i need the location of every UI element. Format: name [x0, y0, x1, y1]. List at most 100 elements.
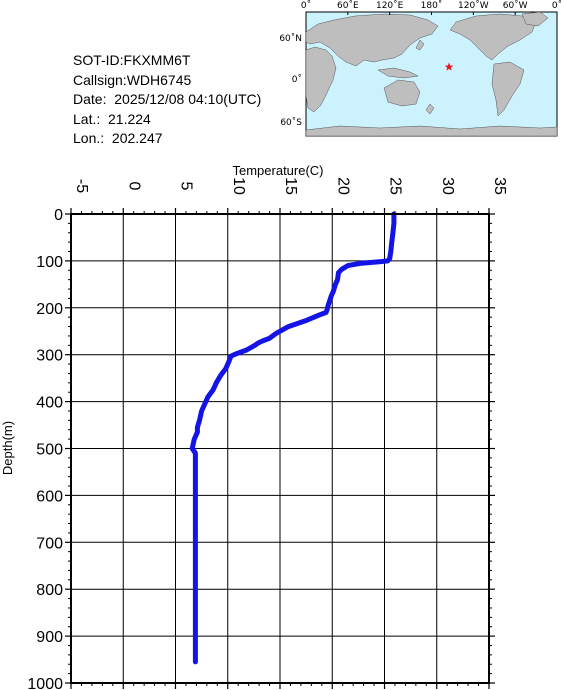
profile-point — [244, 347, 249, 353]
profile-point — [223, 366, 228, 371]
profile-point — [336, 270, 341, 275]
profile-point — [218, 373, 223, 379]
y-tick-label: 100 — [36, 254, 63, 271]
x-tick-label: 35 — [491, 177, 508, 195]
sot-id-label: SOT-ID:FKXMM6T — [73, 52, 191, 68]
profile-point — [193, 450, 198, 456]
y-tick-label: 200 — [36, 301, 63, 318]
y-tick-label: 400 — [36, 395, 63, 412]
africa-land — [305, 46, 337, 113]
profile-point — [267, 336, 272, 341]
profile-series — [189, 211, 397, 665]
profile-point — [202, 401, 207, 407]
profile-point — [197, 418, 202, 423]
profile-point — [226, 359, 231, 364]
y-tick-label: 600 — [36, 488, 63, 505]
north-america-land — [449, 13, 537, 61]
profile-point — [385, 258, 390, 264]
profile-point — [335, 277, 340, 282]
profile-point — [195, 425, 200, 430]
map-lon-label: 120˚W — [458, 0, 489, 11]
profile-point — [302, 318, 308, 324]
map-lon-label: 120˚E — [376, 0, 404, 11]
profile-point — [193, 469, 198, 475]
profile-point — [255, 340, 261, 346]
profile-point — [195, 429, 200, 435]
x-tick-label: 30 — [439, 177, 456, 195]
y-tick-label: 0 — [54, 207, 63, 224]
greenland-land — [521, 11, 549, 27]
profile-point — [323, 310, 329, 315]
profile-point — [317, 312, 322, 318]
plot-frame — [70, 213, 490, 684]
y-tick-label: 1000 — [27, 676, 63, 690]
new-zealand-land — [425, 103, 435, 115]
x-tick-label: 25 — [387, 177, 404, 195]
x-tick-label: -5 — [73, 179, 90, 193]
profile-point — [199, 408, 204, 414]
y-tick-label: 900 — [36, 629, 63, 646]
map-lon-label: 0˚ — [301, 0, 311, 11]
profile-point — [193, 563, 198, 568]
latitude-label: Lat.: 21.224 — [73, 110, 151, 127]
profile-point — [193, 643, 198, 648]
profile-point — [389, 239, 395, 245]
map-lon-label: 180˚ — [421, 0, 443, 11]
longitude-label: Lon.: 202.247 — [73, 130, 163, 146]
profile-point — [329, 293, 334, 299]
x-tick-label: 5 — [178, 182, 195, 191]
map-land — [305, 11, 558, 137]
profile-point — [233, 351, 239, 356]
profile-point — [228, 353, 234, 359]
japan-land — [415, 39, 425, 51]
callsign-label: Callsign:WDH6745 — [73, 71, 192, 88]
profile-point — [345, 263, 351, 268]
profile-point — [192, 436, 197, 442]
profile-point — [388, 249, 393, 254]
profile-point — [325, 303, 331, 308]
profile-point — [390, 230, 396, 235]
map-lat-label: 60˚N — [279, 33, 302, 44]
profile-point — [331, 289, 336, 294]
profile-point — [205, 394, 211, 400]
map-lon-label: 0˚ — [552, 0, 562, 11]
map-lat-label: 60˚S — [280, 117, 302, 128]
x-axis-title: Temperature(C) — [232, 163, 323, 178]
profile-point — [339, 267, 344, 272]
y-tick-label: 700 — [36, 535, 63, 552]
australia-land — [383, 79, 421, 107]
map-lon-label: 60˚E — [337, 0, 359, 11]
profile-point — [391, 221, 397, 226]
profile-point — [193, 610, 198, 615]
x-tick-label: 15 — [282, 177, 299, 195]
profile-point — [190, 446, 195, 451]
south-america-land — [491, 61, 525, 117]
profile-point — [252, 343, 258, 348]
y-tick-label: 800 — [36, 582, 63, 599]
x-tick-label: 10 — [230, 177, 247, 195]
y-axis-title: Depth(m) — [0, 421, 15, 475]
star-icon — [444, 62, 454, 71]
x-tick-label: 20 — [334, 177, 351, 195]
profile-point — [193, 516, 198, 522]
profile-point — [333, 282, 338, 287]
indonesia-land — [377, 67, 419, 79]
profile-point — [286, 324, 291, 329]
profile-point — [210, 387, 216, 393]
map-lat-label: 0˚ — [292, 74, 302, 85]
x-tick-label: 0 — [125, 182, 142, 191]
antarctica-land — [305, 125, 558, 137]
y-tick-label: 500 — [36, 442, 63, 459]
station-info: SOT-ID:FKXMM6T Callsign:WDH6745 Date: 20… — [73, 51, 261, 149]
profile-point — [193, 659, 198, 665]
profile-point — [273, 331, 279, 336]
profile-point — [214, 380, 219, 386]
y-tick-label: 300 — [36, 348, 63, 365]
map-lon-label: 60˚W — [503, 0, 528, 11]
eurasia-land — [305, 13, 439, 67]
profile-point — [377, 259, 382, 265]
profile-point — [359, 261, 364, 266]
profile-point — [261, 338, 266, 343]
